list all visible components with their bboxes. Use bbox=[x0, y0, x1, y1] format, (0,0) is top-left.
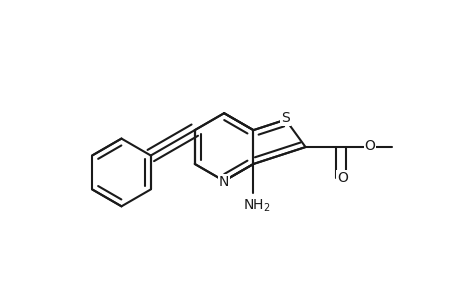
Text: NH$_2$: NH$_2$ bbox=[242, 197, 269, 214]
Text: N: N bbox=[218, 176, 229, 189]
Text: O: O bbox=[364, 139, 375, 153]
Text: S: S bbox=[280, 111, 289, 125]
Text: O: O bbox=[336, 170, 347, 184]
